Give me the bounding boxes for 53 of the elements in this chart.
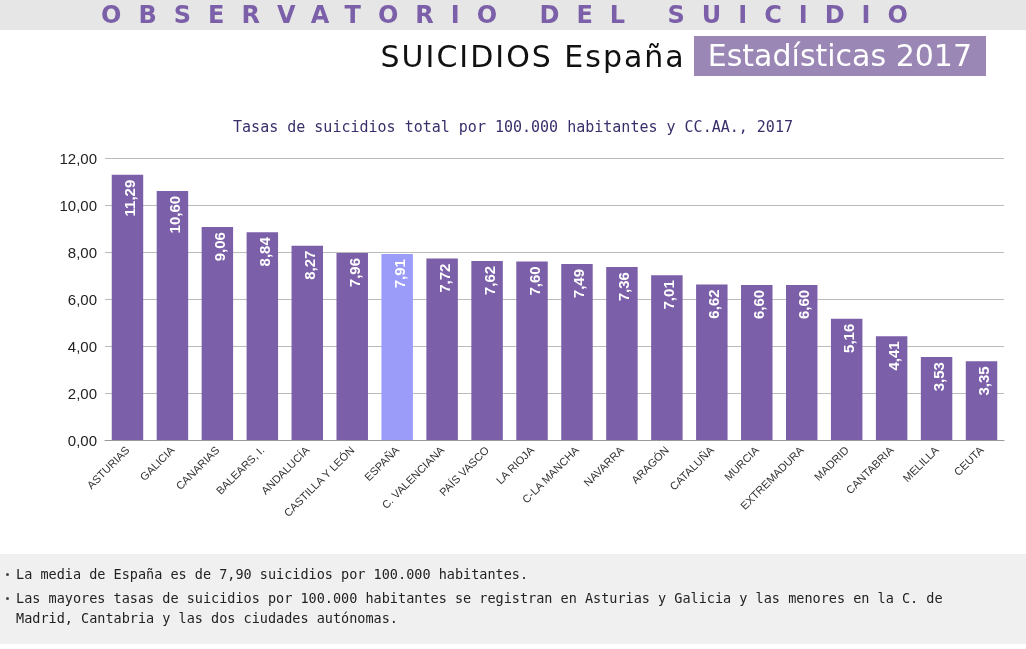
text: Estadísticas 2017: [693, 36, 986, 76]
data-label: 7,60: [525, 266, 543, 296]
bar: [336, 252, 368, 440]
bar: [785, 284, 818, 440]
bar: [561, 263, 593, 440]
y-tick-label: 0,00: [67, 431, 97, 449]
data-label: 3,53: [930, 362, 948, 392]
data-label: 11,29: [120, 179, 138, 217]
bar: [156, 190, 189, 440]
bar: [246, 232, 279, 440]
text: La media de España es de 7,90 suicidios por 100.000 habitantes.: [16, 566, 529, 582]
data-label: 7,49: [570, 268, 588, 299]
y-tick-label: 4,00: [67, 337, 97, 355]
y-tick-label: 12,00: [59, 149, 97, 167]
bar: [830, 318, 863, 440]
data-label: 8,27: [300, 250, 318, 280]
data-label: 6,60: [795, 289, 813, 320]
text: OBSERVATORIO DEL SUICIDIO: [0, 0, 1026, 30]
data-label: 7,72: [435, 263, 453, 293]
bar: [875, 336, 908, 440]
bar: [291, 245, 324, 440]
chart-subtitle: SUICIDIOS España: [380, 38, 686, 74]
y-tick-label: 8,00: [67, 243, 97, 261]
chart-title: Tasas de suicidios total por 100.000 habitantes y CC.AA., 2017: [233, 117, 793, 136]
bar: [471, 260, 503, 440]
data-label: 8,84: [255, 236, 273, 267]
data-label: 3,35: [975, 366, 993, 396]
bar: [516, 261, 548, 440]
data-label: 7,62: [480, 265, 498, 296]
bar: [426, 258, 458, 440]
data-label: 10,60: [165, 195, 183, 234]
bar: [111, 174, 144, 440]
bar: [696, 284, 728, 440]
data-label: 6,60: [750, 289, 768, 320]
y-tick-label: 2,00: [67, 384, 97, 402]
text: Las mayores tasas de suicidios por 100.000 habitantes se registran en Asturias y Galicia y las menores en la C. de Madrid, Cantabria y las dos ciudades autónomas.: [16, 590, 943, 626]
bar: [606, 267, 638, 440]
bar: [651, 275, 683, 440]
data-label: 7,01: [660, 280, 678, 310]
data-label: 9,06: [210, 232, 228, 262]
bar: [920, 357, 953, 440]
data-label: 5,16: [840, 323, 858, 353]
bar: [381, 254, 413, 440]
data-label: 7,91: [390, 259, 408, 289]
bar: [201, 227, 234, 440]
data-label: 4,41: [885, 341, 903, 371]
bar: [965, 361, 998, 440]
data-label: 6,62: [705, 289, 723, 319]
bar: [741, 284, 773, 440]
data-label: 7,96: [345, 257, 363, 288]
y-tick-label: 6,00: [67, 290, 97, 308]
y-tick-label: 10,00: [59, 196, 97, 214]
data-label: 7,36: [615, 272, 633, 302]
